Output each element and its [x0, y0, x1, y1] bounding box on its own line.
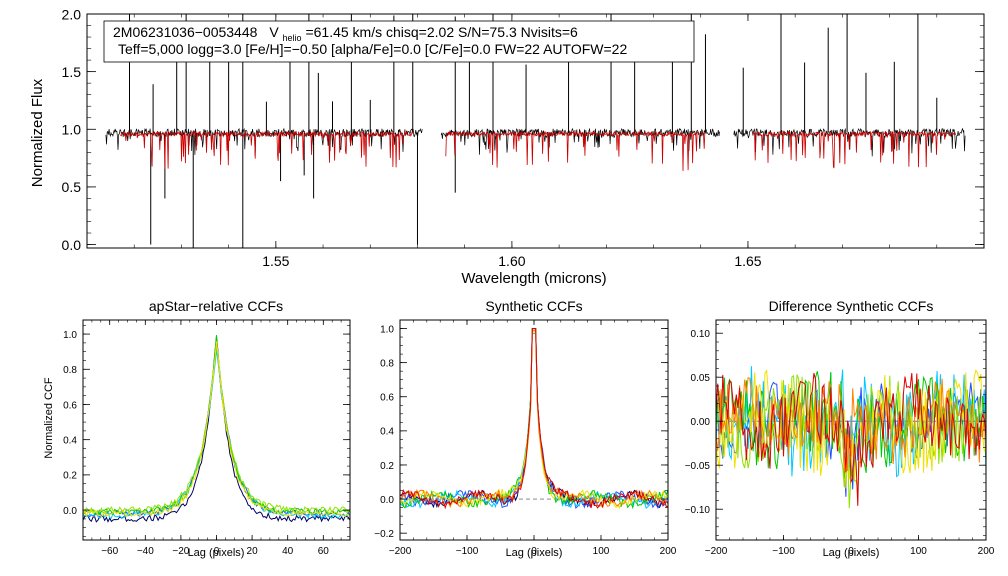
difference-ccf-title: Difference Synthetic CCFs [769, 298, 934, 314]
apstar-ccf-series-line [82, 341, 351, 518]
apstar-ccf-y-axis-label: Normalized CCF [43, 377, 55, 459]
synthetic-ccf-plot-area [399, 328, 669, 510]
vhelio-subscript: helio [283, 33, 302, 43]
apstar-ccf-y-tick-label: 1.0 [63, 330, 77, 341]
apstar-ccf-y-tick-label: 0.8 [63, 365, 77, 376]
apstar-ccf-x-tick-label: −20 [172, 546, 189, 557]
spectrum-y-tick-label: 0.0 [62, 237, 82, 253]
synthetic-ccf-title: Synthetic CCFs [485, 298, 582, 314]
synthetic-ccf-y-tick-label: −0.2 [374, 529, 394, 540]
synthetic-ccf-y-tick-label: 0.8 [380, 358, 394, 369]
spectrum-x-tick-label: 1.60 [498, 253, 525, 269]
synthetic-ccf-y-tick-label: 0.6 [380, 393, 394, 404]
synthetic-ccf-x-tick-label: −100 [456, 546, 479, 557]
spectrum-ticks: 1.55 1.60 1.65 0.0 0.5 1.0 1.5 2.0 [62, 6, 985, 269]
apstar-ccf-x-tick-label: −40 [137, 546, 154, 557]
synthetic-spectrum-line [119, 130, 414, 169]
synthetic-ccf-y-tick-label: 0.0 [380, 495, 394, 506]
synthetic-ccf-y-tick-label: 0.4 [380, 427, 394, 438]
spectrum-y-tick-label: 0.5 [62, 179, 82, 195]
synthetic-ccf-x-tick-label: 200 [660, 546, 677, 557]
star-id: 2M06231036−0053448 [113, 24, 258, 40]
difference-ccf-y-tick-label: 0.05 [691, 373, 711, 384]
spectrum-x-tick-label: 1.65 [734, 253, 761, 269]
synthetic-ccf-x-tick-label: −200 [389, 546, 412, 557]
synthetic-ccf-series-line [399, 331, 669, 510]
spectrum-y-tick-label: 1.0 [62, 122, 82, 138]
difference-ccf-y-tick-label: 0.10 [691, 329, 711, 340]
difference-ccf-x-axis-label: Lag (pixels) [823, 547, 880, 559]
synthetic-ccf-x-tick-label: 100 [593, 546, 610, 557]
difference-ccf-y-tick-label: 0.00 [691, 417, 711, 428]
apstar-ccf-y-tick-label: 0.0 [63, 506, 77, 517]
difference-ccf-y-tick-label: −0.10 [685, 505, 711, 516]
star-info-box: 2M06231036−0053448 V helio =61.45 km/s c… [103, 20, 695, 63]
spectrum-x-axis-label: Wavelength (microns) [461, 270, 606, 287]
spectrum-y-tick-label: 2.0 [62, 6, 82, 22]
spectrum-axes-frame [86, 13, 985, 249]
apstar-ccf-ticks: −60 −40 −20 0 20 40 60 0.0 0.2 0.4 0.6 0.8 1.0 [63, 320, 351, 557]
synthetic-ccf-y-tick-label: 1.0 [380, 324, 394, 335]
apstar-ccf-x-tick-label: 20 [247, 546, 259, 557]
spectrum-y-tick-label: 1.5 [62, 64, 82, 80]
synthetic-ccf-x-axis-label: Lag (pixels) [506, 547, 563, 559]
spectrum-y-axis-label: Normalized Flux [29, 78, 46, 187]
apstar-ccf-panel: apStar−relative CCFs −60 −40 −20 0 20 40 60 0.0… [43, 298, 351, 559]
difference-ccf-series-line [715, 372, 987, 506]
synthetic-ccf-x-tick-label: 0 [531, 546, 537, 557]
apstar-ccf-y-tick-label: 0.6 [63, 400, 77, 411]
apstar-ccf-x-axis-label: Lag (pixels) [188, 547, 245, 559]
difference-ccf-x-tick-label: 100 [910, 546, 927, 557]
apstar-ccf-x-tick-label: 0 [214, 546, 220, 557]
vhelio-summary: =61.45 km/s chisq=2.02 S/N=75.3 Nvisits=… [305, 24, 578, 40]
apstar-ccf-title: apStar−relative CCFs [149, 298, 283, 314]
apstar-ccf-y-tick-label: 0.4 [63, 435, 77, 446]
synthetic-ccf-series-line [399, 328, 669, 510]
difference-ccf-plot-area [715, 366, 987, 509]
apstar-ccf-x-tick-label: 60 [318, 546, 330, 557]
apstar-ccf-y-tick-label: 0.2 [63, 471, 77, 482]
synthetic-ccf-ticks: −200 −100 0 100 200 −0.2 0.0 0.2 0.4 0.6 0.8 1.0 [374, 319, 677, 557]
difference-ccf-x-tick-label: −200 [705, 546, 728, 557]
apstar-ccf-plot-area [82, 335, 351, 523]
synthetic-spectrum-line [752, 130, 957, 169]
spectrum-panel: 1.55 1.60 1.65 0.0 0.5 1.0 1.5 2.0 2M06231036−0… [29, 6, 985, 287]
difference-ccf-y-tick-label: −0.05 [685, 461, 711, 472]
synthetic-spectrum-line [445, 130, 706, 172]
difference-ccf-x-tick-label: 200 [978, 546, 995, 557]
apstar-ccf-x-tick-label: 40 [282, 546, 294, 557]
synthetic-ccf-y-tick-label: 0.2 [380, 461, 394, 472]
synthetic-ccf-panel: Synthetic CCFs −200 −100 0 100 200 −0.2 0.0 0.2… [374, 298, 677, 559]
stellar-parameters: Teff=5,000 logg=3.0 [Fe/H]=−0.50 [alpha/… [118, 41, 627, 57]
difference-ccf-x-tick-label: 0 [848, 546, 854, 557]
apstar-ccf-x-tick-label: −60 [101, 546, 118, 557]
difference-ccf-ticks: −200 −100 0 100 200 −0.10 −0.05 0.00 0.05 0.10 [685, 320, 995, 557]
vhelio-symbol: V [269, 24, 279, 40]
spectrum-x-tick-label: 1.55 [262, 253, 289, 269]
difference-ccf-panel: Difference Synthetic CCFs −200 −100 0 100 20… [685, 298, 995, 559]
difference-ccf-x-tick-label: −100 [772, 546, 795, 557]
apstar-ccf-series-line [82, 349, 351, 520]
difference-ccf-series-line [715, 369, 987, 489]
svg-text:2M06231036−0053448 V: 2M06231036−0053448 V helio =61.45 km/s c… [113, 24, 578, 44]
